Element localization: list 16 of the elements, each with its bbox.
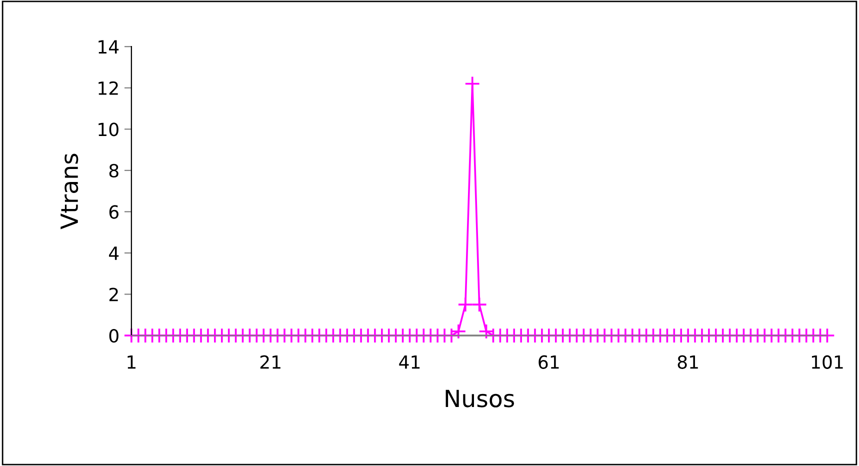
y-tick-label: 8: [109, 164, 118, 178]
y-tick-label: 6: [109, 205, 118, 219]
y-tick-label: 0: [109, 328, 118, 343]
y-axis-title: Vtrans: [60, 154, 78, 230]
x-tick-label: 81: [678, 355, 698, 369]
x-tick-label: 41: [399, 356, 420, 369]
x-axis-title: Nusos: [446, 390, 514, 408]
y-tick-label: 12: [98, 81, 118, 95]
y-tick-label: 14: [98, 40, 119, 54]
x-tick-label: 61: [538, 355, 559, 369]
x-tick-label: 1: [128, 356, 136, 369]
y-tick-label: 10: [98, 122, 118, 136]
x-tick-label: 101: [812, 355, 843, 369]
y-tick-label: 4: [109, 246, 119, 260]
x-tick-label: 21: [260, 355, 280, 369]
y-tick-label: 2: [109, 288, 118, 302]
